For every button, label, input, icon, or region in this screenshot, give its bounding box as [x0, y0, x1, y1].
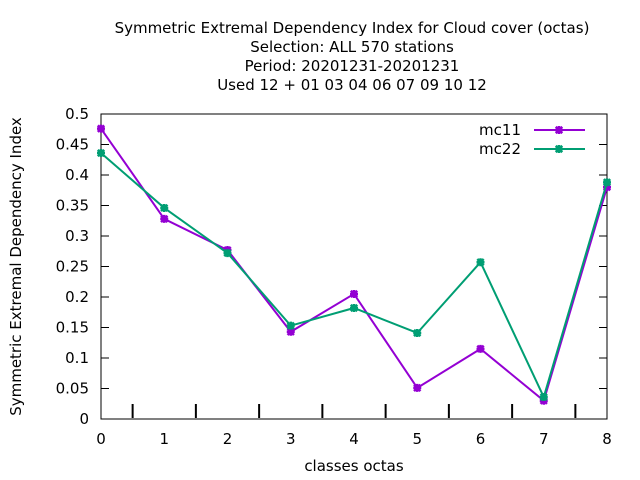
data-point-mc22 [476, 258, 485, 267]
x-tick-label: 1 [159, 430, 169, 448]
y-tick-label: 0.2 [65, 288, 89, 306]
y-tick-label: 0.4 [65, 166, 89, 184]
data-point-mc11 [476, 344, 485, 353]
x-tick-label: 2 [223, 430, 233, 448]
data-point-mc22 [96, 148, 106, 158]
y-tick-label: 0.35 [56, 197, 89, 215]
x-tick-label: 0 [96, 430, 106, 448]
legend-marker-mc11 [554, 125, 564, 135]
data-point-mc22 [349, 303, 359, 313]
x-tick-label: 4 [349, 430, 359, 448]
y-tick-label: 0.45 [56, 136, 89, 154]
data-point-mc22 [160, 203, 169, 213]
data-point-mc22 [286, 321, 295, 330]
data-point-mc22 [602, 178, 612, 187]
y-tick-label: 0.05 [56, 380, 89, 398]
data-point-mc22 [413, 328, 422, 338]
x-axis-label: classes octas [304, 457, 404, 475]
y-tick-label: 0.3 [65, 227, 89, 245]
x-tick-label: 5 [412, 430, 422, 448]
series-line-mc22 [100, 152, 608, 400]
data-point-mc11 [602, 183, 612, 192]
y-tick-label: 0.15 [56, 319, 89, 337]
title-line: Period: 20201231-20201231 [245, 57, 460, 75]
data-point-mc11 [96, 124, 106, 133]
data-point-mc11 [349, 289, 359, 299]
data-point-mc11 [413, 383, 422, 392]
data-point-mc22 [223, 248, 232, 258]
series-group [96, 124, 612, 405]
x-tick-label: 8 [602, 430, 612, 448]
y-tick-label: 0.1 [65, 349, 89, 367]
title-line: Symmetric Extremal Dependency Index for … [115, 19, 590, 37]
x-axis: 0 1 2 3 4 5 6 7 8 [96, 404, 612, 448]
plot-frame [100, 113, 608, 420]
series-mc22 [96, 148, 612, 402]
title-line: Used 12 + 01 03 04 06 07 09 10 12 [217, 76, 487, 94]
x-tick-label: 3 [286, 430, 296, 448]
x-tick-label: 7 [539, 430, 549, 448]
series-mc11 [96, 124, 612, 405]
x-tick-label: 6 [476, 430, 486, 448]
data-point-mc11 [160, 214, 169, 224]
y-tick-label: 0.25 [56, 258, 89, 276]
legend-label-mc11: mc11 [479, 121, 521, 139]
legend-label-mc22: mc22 [479, 140, 521, 158]
chart-title: Symmetric Extremal Dependency Index for … [115, 19, 590, 94]
data-point-mc22 [539, 392, 548, 402]
y-axis: 0 0.05 0.1 0.15 0.2 0.25 0.3 0.35 0.4 0.45 0.5 [56, 105, 607, 428]
title-line: Selection: ALL 570 stations [250, 38, 454, 56]
series-line-mc11 [100, 128, 608, 403]
y-tick-label: 0.5 [65, 105, 89, 123]
y-tick-label: 0 [79, 410, 89, 428]
legend-marker-mc22 [554, 144, 564, 154]
y-axis-label: Symmetric Extremal Dependency Index [7, 117, 25, 416]
data-point-mc11 [286, 327, 295, 336]
